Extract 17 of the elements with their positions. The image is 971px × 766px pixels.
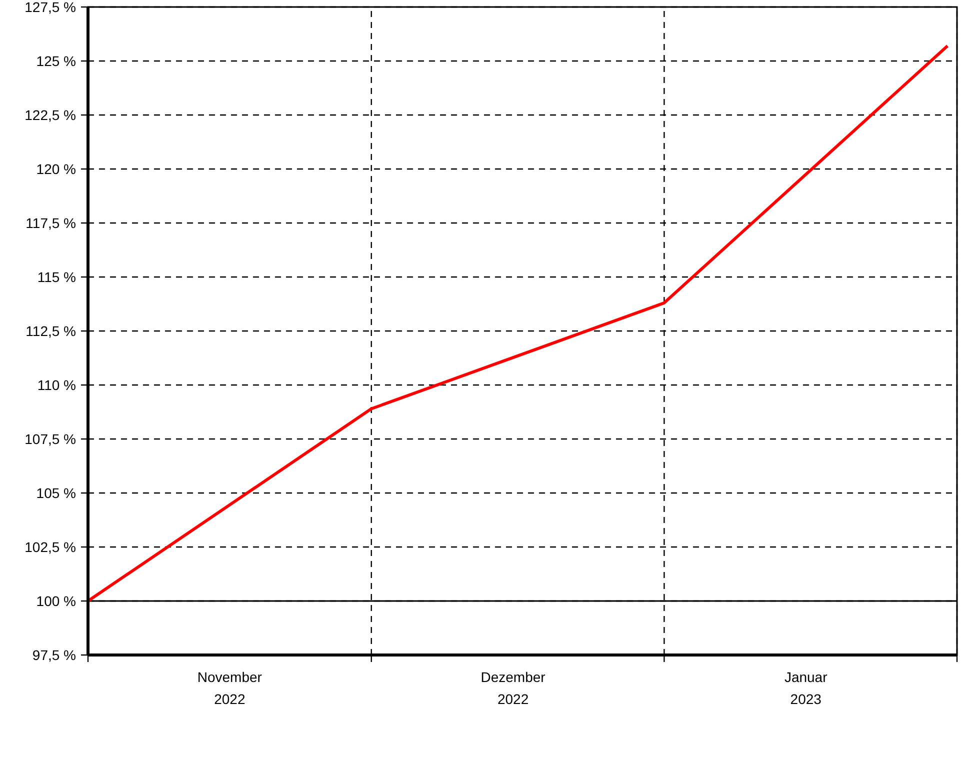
y-tick-label: 107,5 % <box>24 430 76 447</box>
y-tick-label: 125 % <box>36 52 76 69</box>
y-tick-label: 102,5 % <box>24 538 76 555</box>
y-tick-label: 112,5 % <box>26 322 76 339</box>
x-tick-label: Dezember 2022 <box>480 669 546 707</box>
y-tick-label: 100 % <box>36 592 76 609</box>
y-tick-label: 127,5 % <box>24 0 76 15</box>
y-tick-label: 117,5 % <box>26 214 76 231</box>
y-tick-label: 110 % <box>37 376 76 393</box>
x-tick-label: Januar 2023 <box>784 669 828 707</box>
y-tick-label: 122,5 % <box>24 106 76 123</box>
y-tick-label: 97,5 % <box>32 646 76 663</box>
y-tick-label: 105 % <box>36 484 76 501</box>
x-tick-label: November 2022 <box>197 669 262 707</box>
line-series <box>86 44 950 602</box>
y-tick-label: 115 % <box>37 268 76 285</box>
y-tick-label: 120 % <box>36 160 76 177</box>
